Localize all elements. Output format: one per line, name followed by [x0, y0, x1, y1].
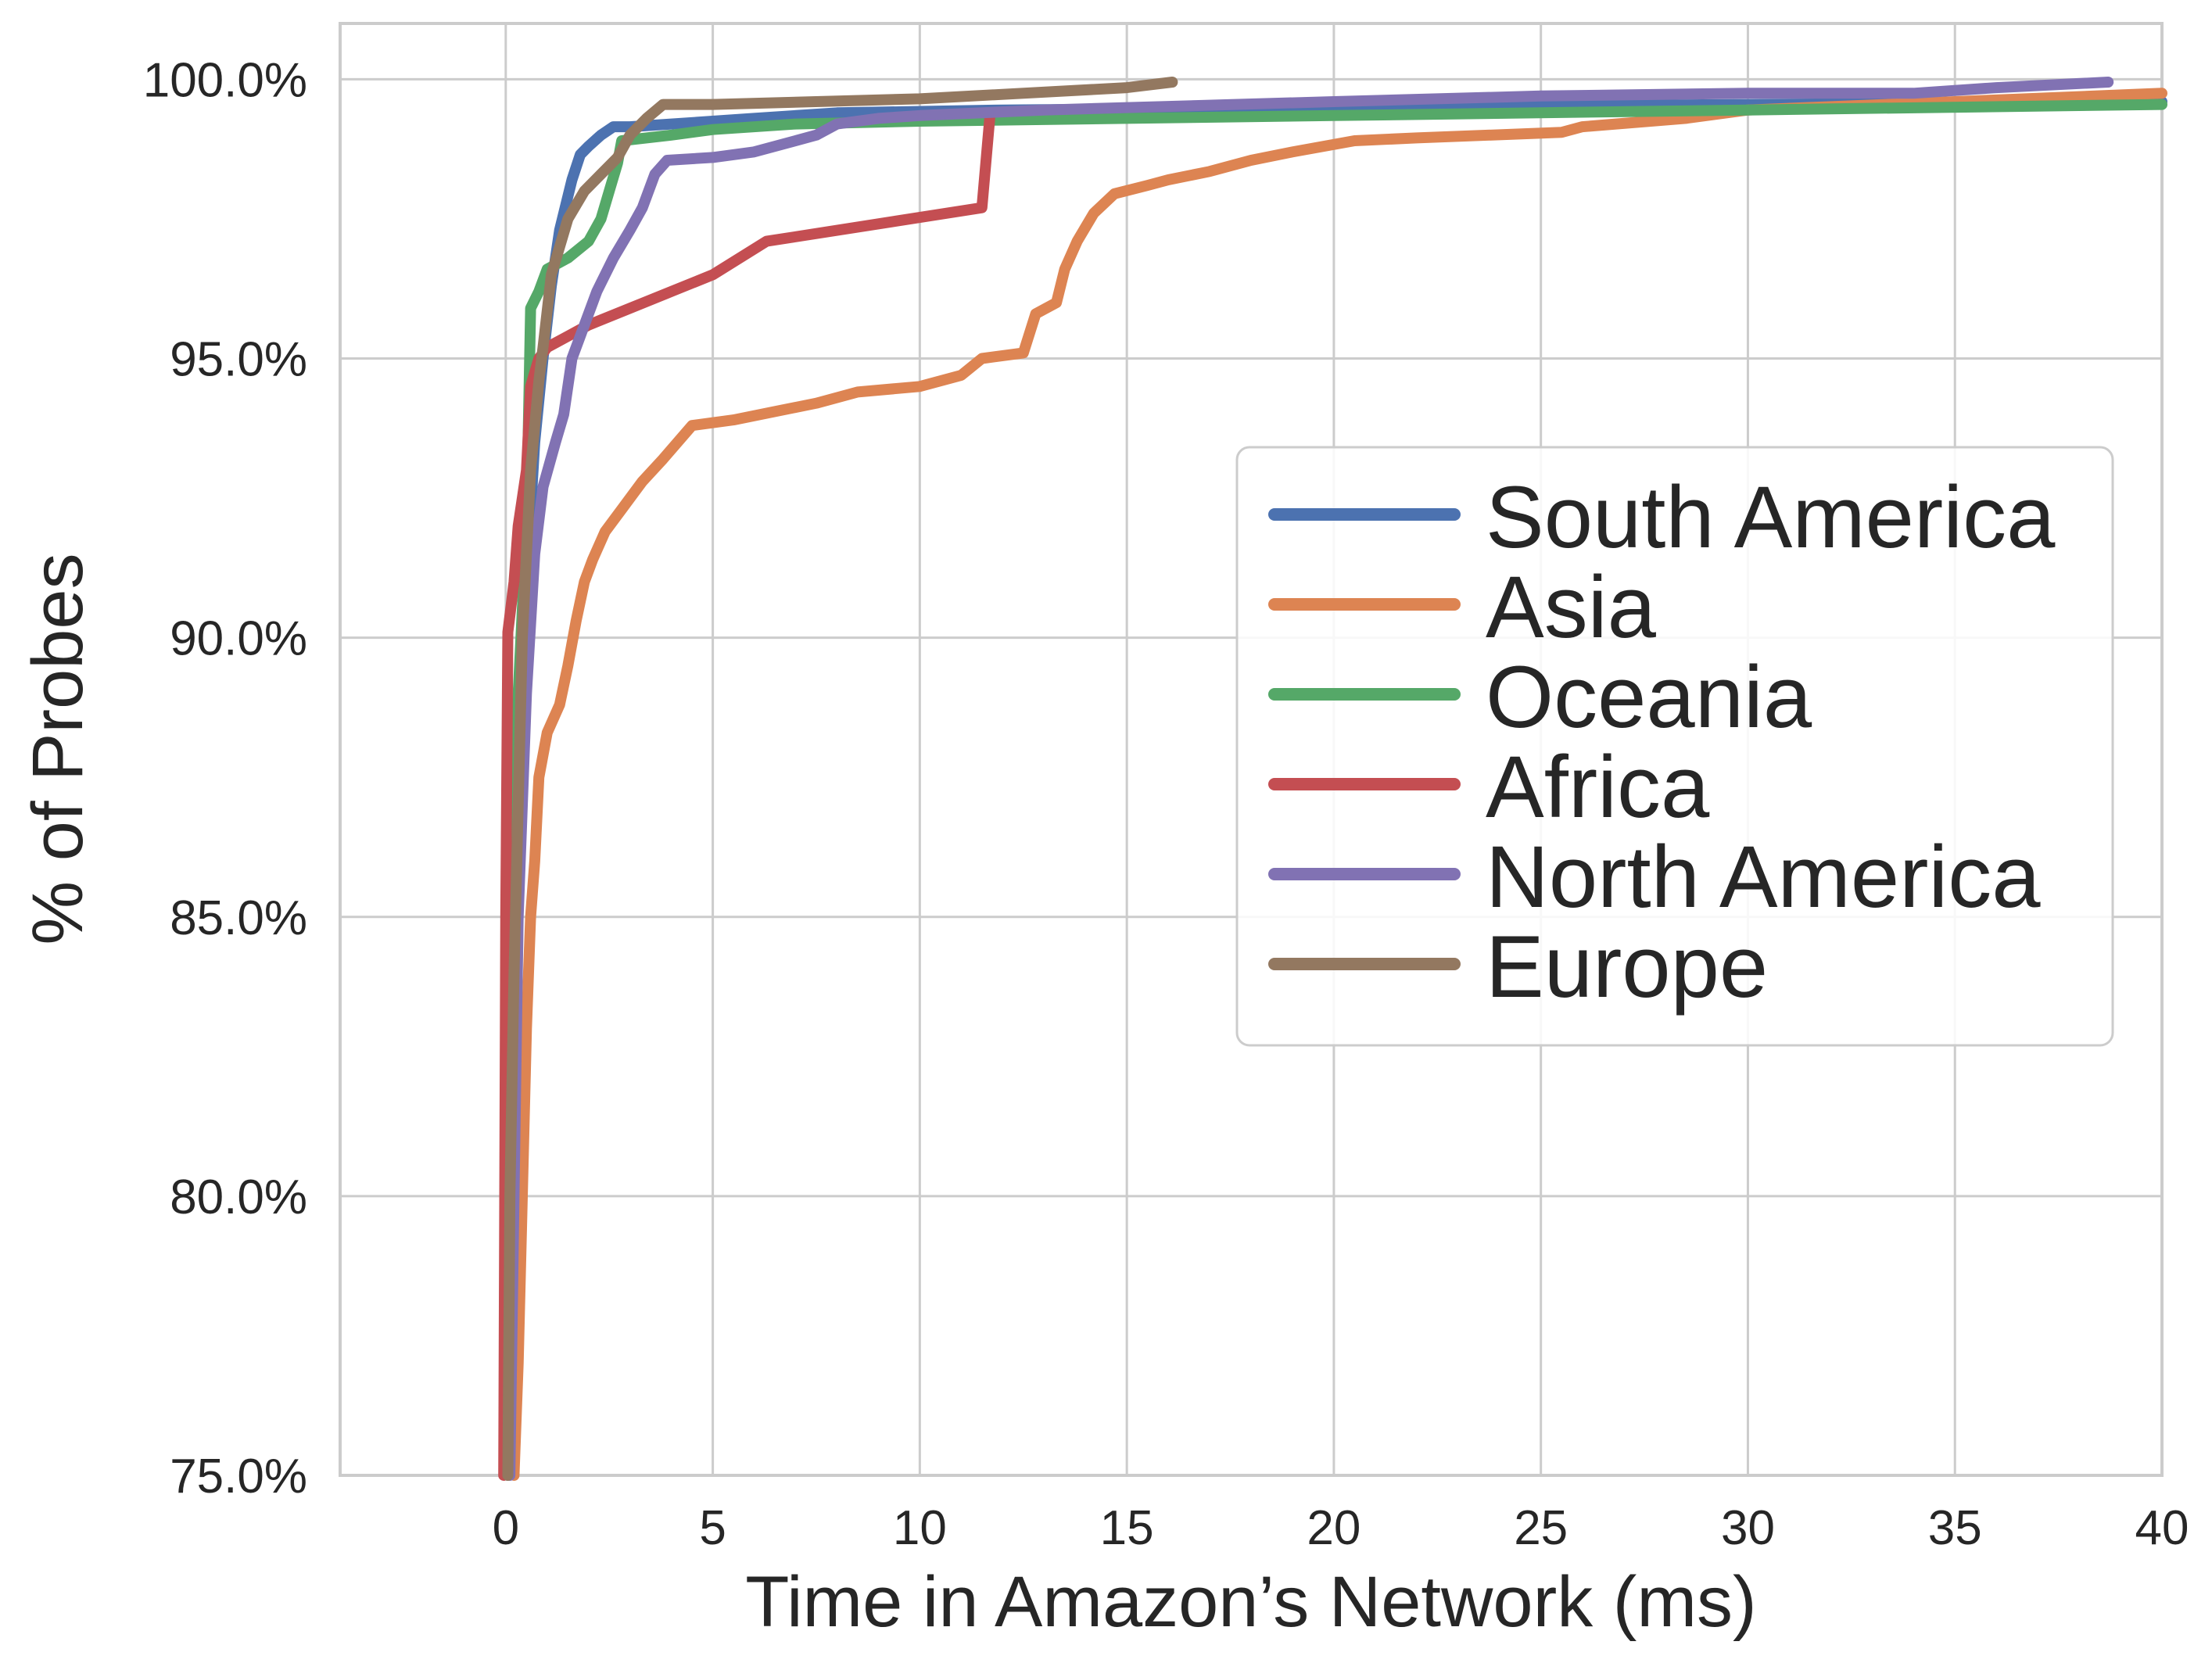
series-line-europe: [502, 77, 1178, 1481]
x-tick-label: 40: [2135, 1501, 2189, 1555]
y-tick-label: 100.0%: [143, 53, 307, 107]
series-line-africa: [498, 107, 996, 1481]
legend-label-asia: Asia: [1486, 558, 1657, 656]
y-tick-label: 90.0%: [170, 612, 307, 666]
x-tick-label: 25: [1514, 1501, 1568, 1555]
series-line-asia: [508, 88, 2167, 1481]
legend-label-africa: Africa: [1486, 738, 1710, 836]
x-tick-label: 10: [893, 1501, 947, 1555]
plot-area-frame: [339, 22, 2164, 1477]
x-tick-label: 35: [1928, 1501, 1982, 1555]
y-tick-label: 95.0%: [170, 333, 307, 387]
legend-label-europe: Europe: [1486, 918, 1768, 1016]
series-lines: [498, 77, 2167, 1481]
x-tick-label: 15: [1100, 1501, 1154, 1555]
x-tick-label: 20: [1307, 1501, 1361, 1555]
legend-box: [1235, 446, 2114, 1047]
legend-label-south-america: South America: [1486, 468, 2056, 566]
y-tick-label: 85.0%: [170, 891, 307, 945]
x-axis-label: Time in Amazon’s Network (ms): [745, 1562, 1756, 1642]
y-axis-label: % of Probes: [18, 553, 98, 944]
legend-label-north-america: North America: [1486, 828, 2041, 926]
x-tick-label: 0: [493, 1501, 519, 1555]
legend-label-oceania: Oceania: [1486, 648, 1812, 746]
series-line-north-america: [504, 77, 2114, 1481]
x-tick-label: 30: [1721, 1501, 1775, 1555]
tick-labels: 0 5 10 15 20 25 30 35 40 75.0% 80.0% 85.0% 90.0% 95.0…: [143, 53, 2189, 1555]
x-tick-label: 5: [699, 1501, 726, 1555]
y-tick-label: 80.0%: [170, 1170, 307, 1224]
y-tick-label: 75.0%: [170, 1450, 307, 1504]
